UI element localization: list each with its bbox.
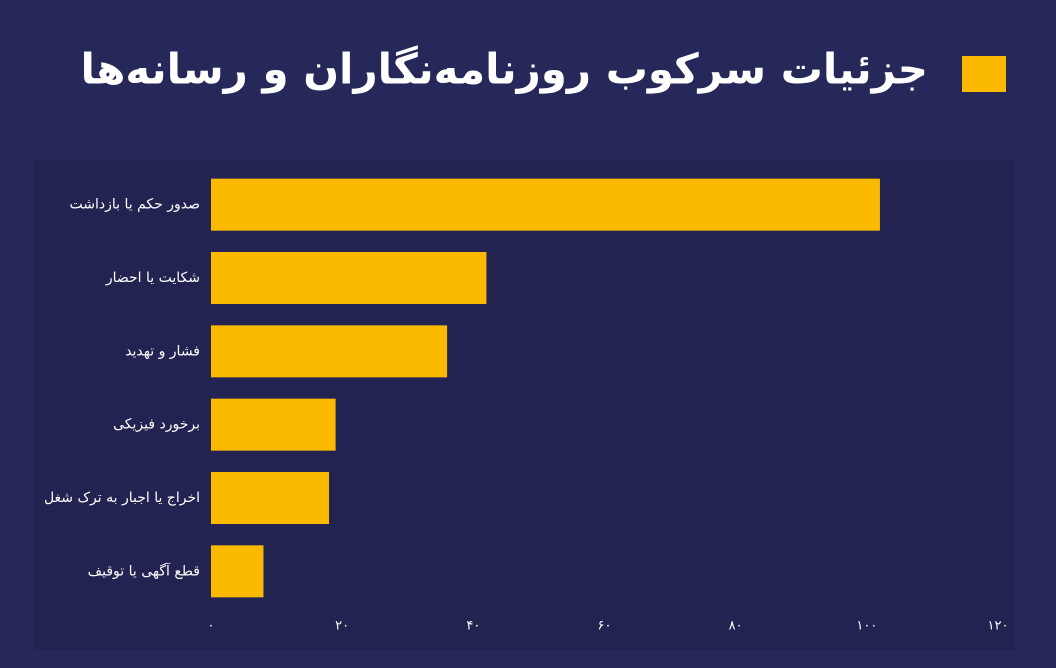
bar [211, 472, 330, 524]
bar [211, 178, 880, 231]
y-tick-label: فشار و تهدید [125, 343, 200, 359]
bar [211, 325, 448, 378]
x-tick-label: ۱۰۰ [856, 619, 877, 634]
bar [211, 398, 336, 451]
y-tick-label: قطع آگهی یا توقیف [88, 562, 200, 579]
x-tick-label: ۰ [208, 619, 215, 634]
x-tick-label: ۲۰ [335, 619, 349, 634]
x-tick-label: ۸۰ [729, 619, 743, 634]
title-marker [962, 56, 1006, 92]
x-tick-label: ۶۰ [598, 619, 612, 634]
x-tick-label: ۴۰ [466, 619, 480, 634]
plot-area [35, 160, 1015, 650]
x-tick-label: ۱۲۰ [988, 619, 1009, 634]
bar [211, 252, 487, 304]
y-tick-label: شکایت یا احضار [105, 270, 200, 286]
y-tick-label: اخراج یا اجبار به ترک شغل [44, 490, 200, 506]
y-tick-label: صدور حکم یا بازداشت [70, 197, 201, 213]
bar [211, 545, 264, 598]
y-tick-label: برخورد فیزیکی [113, 417, 200, 433]
chart-title: جزئیات سرکوب روزنامه‌نگاران و رسانه‌ها [80, 45, 928, 95]
